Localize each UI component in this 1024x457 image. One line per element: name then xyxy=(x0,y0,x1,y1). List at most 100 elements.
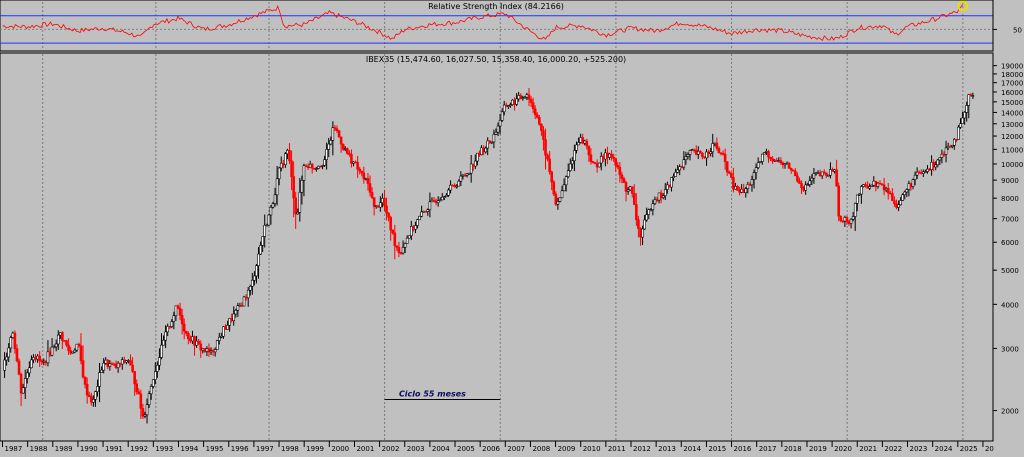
price-y-tick-label: 18000 xyxy=(1001,71,1023,79)
price-candle xyxy=(358,166,361,175)
price-candle xyxy=(699,150,702,154)
price-candle xyxy=(366,173,370,191)
x-tick-label: 1988 xyxy=(30,445,48,453)
x-tick-label: 2022 xyxy=(884,445,902,453)
price-candle xyxy=(746,181,750,194)
price-candle xyxy=(791,169,795,172)
price-candle xyxy=(686,152,690,160)
price-candle xyxy=(542,126,545,151)
price-candle xyxy=(736,185,739,191)
price-candle xyxy=(71,351,75,354)
price-candle xyxy=(30,355,33,369)
price-candle xyxy=(228,317,231,332)
price-candle xyxy=(424,210,428,213)
price-candle xyxy=(317,165,320,170)
price-candle xyxy=(416,218,419,229)
price-candle xyxy=(465,173,469,178)
price-candle xyxy=(564,175,568,192)
price-candle xyxy=(19,372,23,406)
price-candle xyxy=(767,149,770,163)
price-candle xyxy=(187,331,190,345)
price-candle xyxy=(298,177,302,222)
price-candle xyxy=(550,170,554,191)
price-candle xyxy=(628,185,632,191)
price-candle xyxy=(630,186,634,198)
price-candle xyxy=(624,180,628,202)
price-candle xyxy=(878,180,882,185)
price-candle xyxy=(7,343,11,363)
price-candle xyxy=(794,168,797,177)
price-candle xyxy=(835,159,838,187)
x-tick-label: 1989 xyxy=(55,445,73,453)
price-candle xyxy=(822,169,826,175)
price-y-tick-label: 9000 xyxy=(1001,177,1019,185)
price-candle xyxy=(760,153,764,165)
price-candle xyxy=(339,136,343,153)
price-candle xyxy=(403,242,407,254)
price-candle xyxy=(899,197,902,206)
price-candle xyxy=(145,398,149,424)
price-candle xyxy=(668,184,671,188)
price-candle xyxy=(829,162,832,179)
price-candle xyxy=(397,241,401,258)
price-candle xyxy=(440,193,444,201)
price-candle xyxy=(599,152,603,171)
price-candle xyxy=(860,185,863,204)
x-tick-label: 2015 xyxy=(708,445,726,453)
x-tick-label: 2017 xyxy=(759,445,777,453)
price-candle xyxy=(682,151,686,171)
price-candle xyxy=(882,177,886,196)
price-candle xyxy=(496,122,500,137)
price-candle xyxy=(507,105,510,109)
x-tick-label: 2003 xyxy=(407,445,425,453)
price-candle xyxy=(955,139,958,143)
price-candle xyxy=(953,138,956,150)
price-candle xyxy=(779,157,783,165)
price-y-tick-label: 16000 xyxy=(1001,89,1023,97)
x-tick-label: 1998 xyxy=(281,445,299,453)
price-candle xyxy=(944,140,948,163)
price-candle xyxy=(938,157,942,165)
price-candle xyxy=(808,175,812,188)
price-candle xyxy=(368,175,372,197)
price-candle xyxy=(147,390,151,409)
price-candle xyxy=(858,193,861,196)
price-candle xyxy=(265,223,269,227)
x-tick-label: 2001 xyxy=(356,445,374,453)
price-y-tick-label: 14000 xyxy=(1001,109,1023,117)
price-candle xyxy=(529,96,533,108)
price-candle xyxy=(589,148,593,165)
price-candle xyxy=(622,176,626,183)
price-y-tick-label: 15000 xyxy=(1001,99,1023,107)
price-candle xyxy=(337,130,341,138)
price-candle xyxy=(257,247,260,279)
price-candle xyxy=(52,344,56,349)
price-candle xyxy=(806,182,810,186)
x-tick-label: 2024 xyxy=(935,445,953,453)
price-candle xyxy=(273,187,277,207)
price-candle xyxy=(754,163,758,180)
x-tick-label: 2002 xyxy=(382,445,400,453)
price-candle xyxy=(234,308,238,318)
price-candle xyxy=(284,152,287,168)
price-candle xyxy=(705,148,708,166)
price-candle xyxy=(515,93,518,107)
price-candle xyxy=(38,351,41,368)
price-candle xyxy=(455,184,459,189)
price-candle xyxy=(676,165,679,174)
price-candle xyxy=(581,133,584,145)
price-candle xyxy=(438,197,442,202)
price-candle xyxy=(911,178,915,190)
price-candle xyxy=(901,193,904,201)
price-candle xyxy=(661,193,665,200)
price-candle xyxy=(156,361,159,378)
price-candle xyxy=(261,236,264,252)
price-candle xyxy=(443,195,446,201)
x-tick-label: 2018 xyxy=(784,445,802,453)
price-candle xyxy=(304,163,308,167)
price-candle xyxy=(277,166,281,186)
price-candle xyxy=(552,179,556,196)
price-candle xyxy=(566,163,570,179)
price-candle xyxy=(445,193,448,198)
price-candle xyxy=(3,352,6,379)
